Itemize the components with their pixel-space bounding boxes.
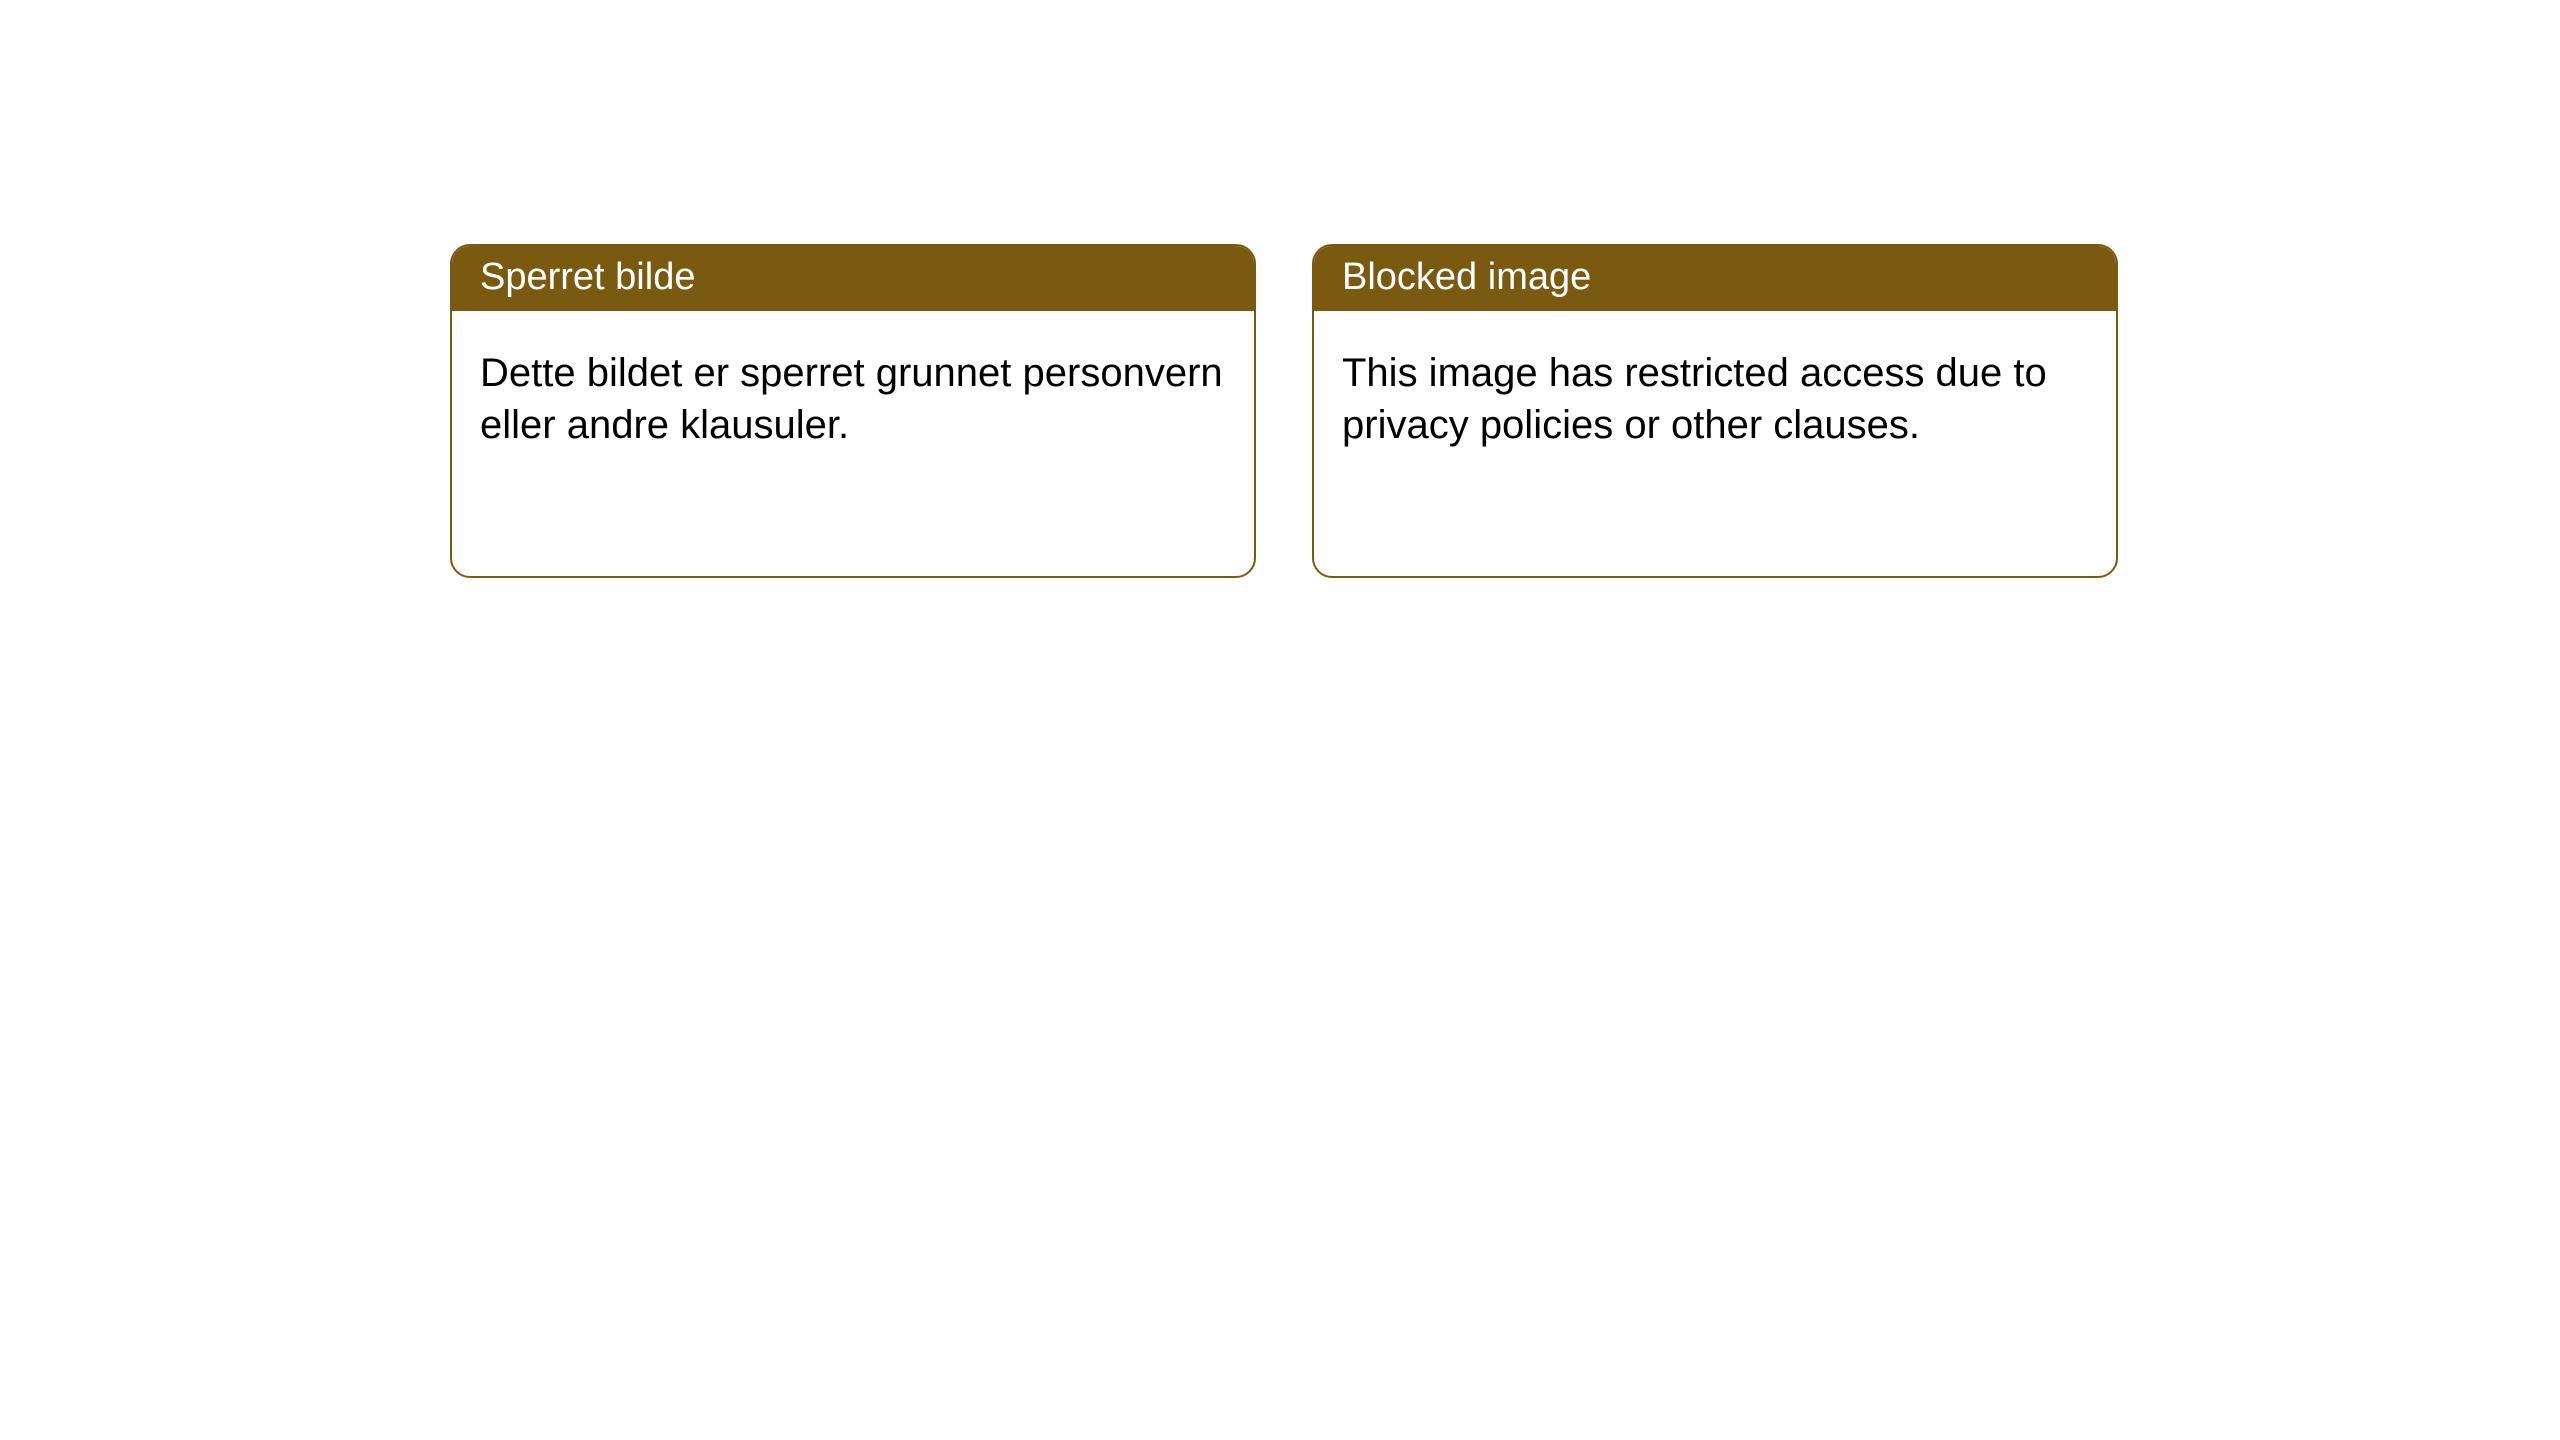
notice-title: Blocked image	[1314, 246, 2116, 311]
notice-card-norwegian: Sperret bilde Dette bildet er sperret gr…	[450, 244, 1256, 578]
notice-body: Dette bildet er sperret grunnet personve…	[452, 311, 1254, 487]
notice-container: Sperret bilde Dette bildet er sperret gr…	[0, 0, 2560, 578]
notice-title: Sperret bilde	[452, 246, 1254, 311]
notice-body: This image has restricted access due to …	[1314, 311, 2116, 487]
notice-card-english: Blocked image This image has restricted …	[1312, 244, 2118, 578]
